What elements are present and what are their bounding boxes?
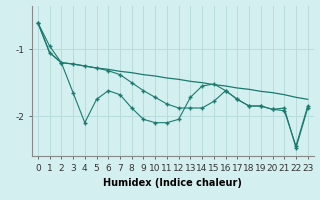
X-axis label: Humidex (Indice chaleur): Humidex (Indice chaleur) xyxy=(103,178,242,188)
